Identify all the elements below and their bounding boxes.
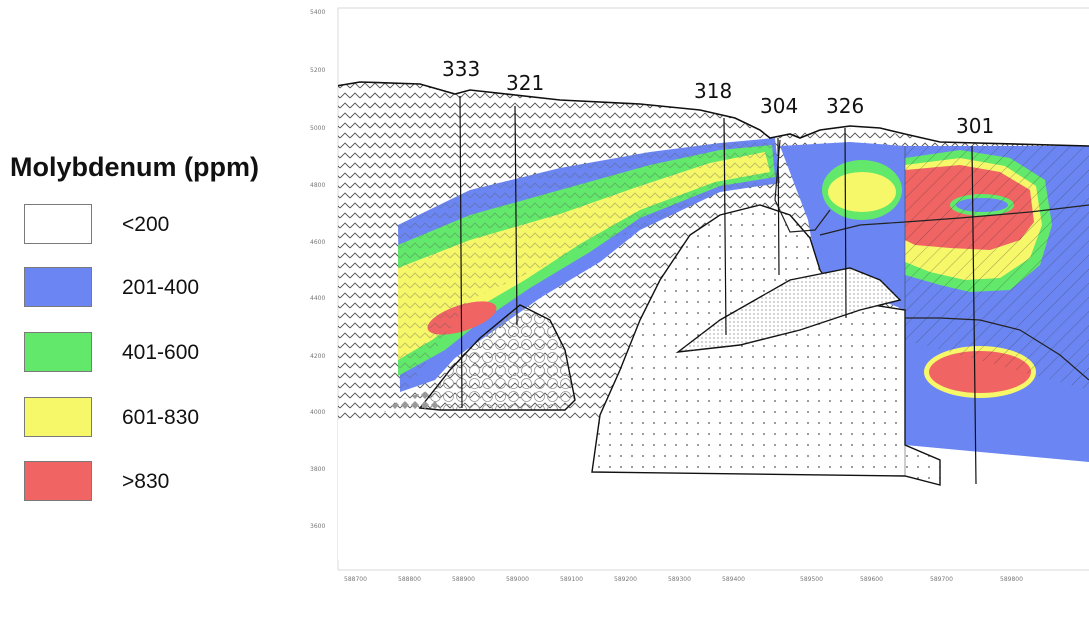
drillhole-label-333: 333: [442, 57, 480, 81]
y-tick-label: 4400: [310, 295, 325, 302]
y-tick-label: 5200: [310, 67, 325, 74]
legend-item-201-400: 201-400: [24, 267, 324, 311]
y-tick-label: 4200: [310, 353, 325, 360]
y-axis: 5400 5200 5000 4800 4600 4400 4200 4000 …: [310, 9, 325, 530]
legend-swatch: [24, 267, 92, 307]
drillhole-trace-318: [723, 117, 727, 336]
legend: Molybdenum (ppm) <200 201-400 401-600 60…: [0, 0, 320, 621]
y-tick-label: 5000: [310, 125, 325, 132]
legend-label: >830: [122, 470, 170, 493]
y-tick-label: 4800: [310, 182, 325, 189]
y-tick-label: 3600: [310, 523, 325, 530]
drillhole-trace-304: [777, 137, 780, 276]
diamond-pattern-unit: [382, 390, 440, 412]
drillhole-label-304: 304: [760, 94, 798, 118]
x-tick-label: 588900: [452, 576, 475, 583]
drillhole-label-321: 321: [506, 71, 544, 95]
drillhole-trace-321: [514, 105, 518, 326]
y-tick-label: 3800: [310, 466, 325, 473]
x-axis: 588700 588800 588900 589000 589100 58920…: [344, 576, 1023, 583]
legend-label: <200: [122, 213, 170, 236]
drillhole-label-326: 326: [826, 94, 864, 118]
legend-item-601-830: 601-830: [24, 397, 324, 441]
x-tick-label: 589100: [560, 576, 583, 583]
y-tick-label: 4000: [310, 409, 325, 416]
x-tick-label: 589300: [668, 576, 691, 583]
legend-label: 401-600: [122, 341, 200, 364]
drillhole-trace-333: [459, 95, 463, 409]
legend-label: 601-830: [122, 406, 200, 429]
x-tick-label: 589400: [722, 576, 745, 583]
x-tick-label: 589000: [506, 576, 529, 583]
x-tick-label: 589200: [614, 576, 637, 583]
x-tick-label: 589700: [930, 576, 953, 583]
x-tick-label: 589800: [1000, 576, 1023, 583]
legend-item-401-600: 401-600: [24, 332, 324, 376]
legend-swatch: [24, 332, 92, 372]
legend-swatch: [24, 461, 92, 501]
y-tick-label: 4600: [310, 239, 325, 246]
legend-label: 201-400: [122, 276, 200, 299]
legend-item-gt830: >830: [24, 461, 324, 505]
legend-swatch: [24, 397, 92, 437]
y-tick-label: 5400: [310, 9, 325, 16]
x-tick-label: 589500: [800, 576, 823, 583]
x-tick-label: 589600: [860, 576, 883, 583]
drillhole-label-301: 301: [956, 114, 994, 138]
topography-line: [338, 81, 1089, 147]
legend-swatch: [24, 204, 92, 244]
drillhole-trace-301: [971, 145, 977, 485]
circle-pattern-unit: [418, 304, 576, 411]
x-tick-label: 588700: [344, 576, 367, 583]
legend-title: Molybdenum (ppm): [10, 152, 259, 182]
drillhole-trace-326: [844, 127, 847, 319]
x-tick-label: 588800: [398, 576, 421, 583]
drillhole-label-318: 318: [694, 79, 732, 103]
legend-item-lt200: <200: [24, 204, 324, 248]
